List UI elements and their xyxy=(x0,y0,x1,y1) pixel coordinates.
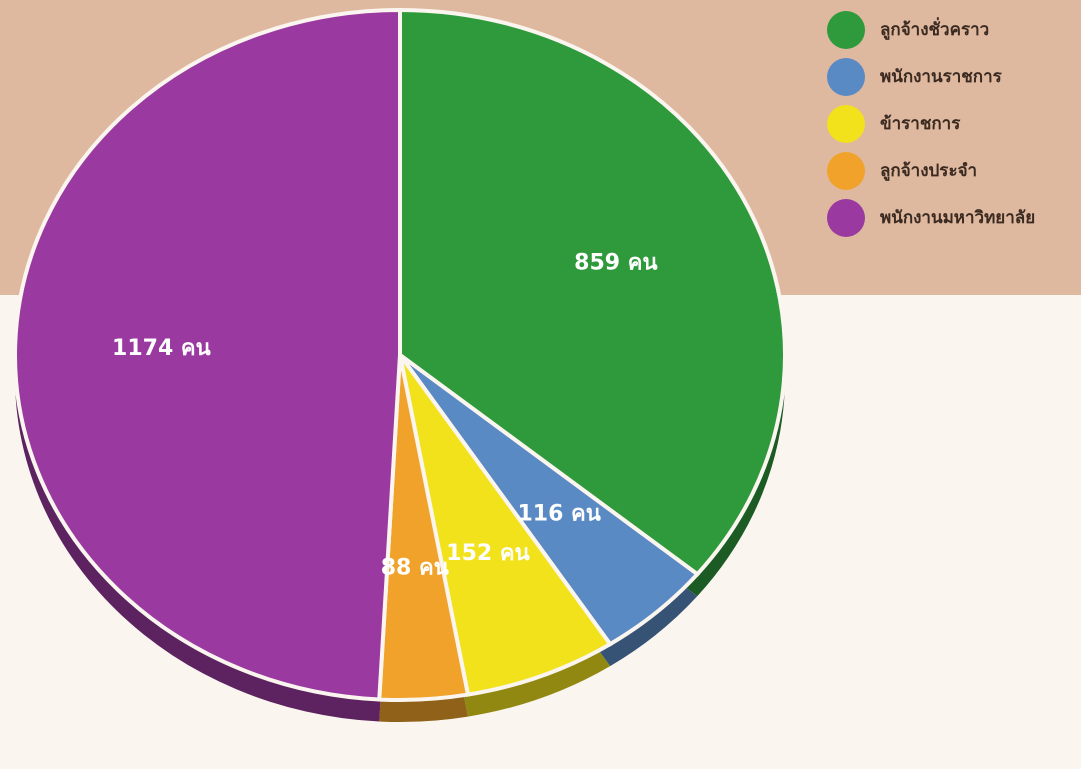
legend-swatch xyxy=(827,105,865,143)
legend-label: ลูกจ้างประจำ xyxy=(880,161,977,182)
legend-swatch xyxy=(827,199,865,237)
legend-label: ข้าราชการ xyxy=(880,114,961,134)
legend-swatch xyxy=(827,11,865,49)
data-label: 1174 คน xyxy=(112,336,211,361)
pie-slice xyxy=(398,7,787,577)
data-label: 152 คน xyxy=(446,541,529,566)
data-label: 859 คน xyxy=(574,251,657,276)
legend-label: พนักงานมหาวิทยาลัย xyxy=(880,208,1035,228)
data-label: 88 คน xyxy=(381,555,449,580)
legend-swatch xyxy=(827,58,865,96)
pie-slice xyxy=(12,7,402,702)
data-label: 116 คน xyxy=(517,501,600,526)
legend-swatch xyxy=(827,152,865,190)
legend-label: ลูกจ้างชั่วคราว xyxy=(880,17,989,41)
legend-label: พนักงานราชการ xyxy=(880,67,1003,87)
